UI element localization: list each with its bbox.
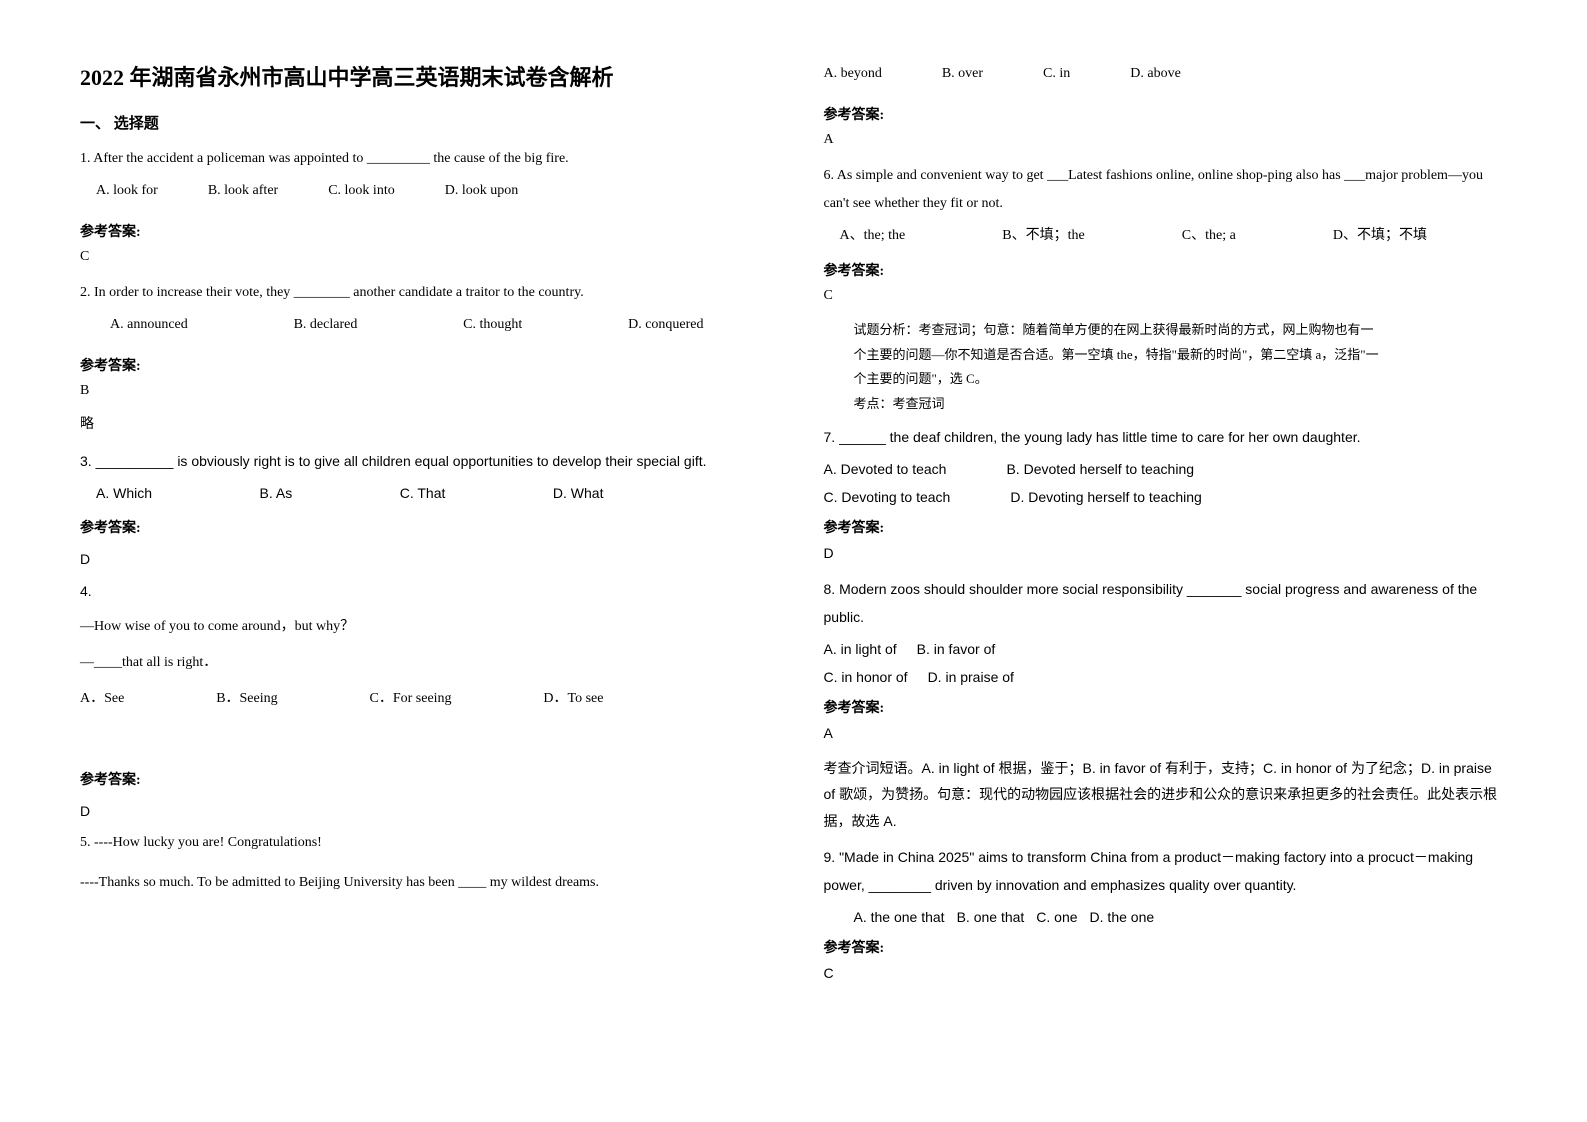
q9-choices: A. the one that B. one that C. one D. th…: [824, 903, 1508, 931]
q5-choice-a: A. beyond: [824, 60, 882, 88]
q4-answer: D: [80, 797, 764, 825]
q7-choices-row2: C. Devoting to teach D. Devoting herself…: [824, 483, 1508, 511]
q6-choice-c: C、the; a: [1182, 222, 1236, 250]
q2-text: 2. In order to increase their vote, they…: [80, 279, 764, 307]
q9-choice-b: B. one that: [957, 903, 1025, 931]
q9-choice-d: D. the one: [1090, 903, 1155, 931]
q8-answer-label: 参考答案:: [824, 697, 1508, 717]
q6-choice-d: D、不填；不填: [1333, 222, 1427, 250]
question-2: 2. In order to increase their vote, they…: [80, 279, 764, 345]
q1-text: 1. After the accident a policeman was ap…: [80, 145, 764, 173]
q8-answer: A: [824, 725, 1508, 741]
q3-answer-label: 参考答案:: [80, 517, 764, 537]
exam-title: 2022 年湖南省永州市高山中学高三英语期末试卷含解析: [80, 60, 764, 92]
q2-answer-label: 参考答案:: [80, 355, 764, 375]
q6-explain3: 个主要的问题"，选 C。: [824, 367, 1508, 392]
q8-choice-a: A. in light of: [824, 635, 897, 663]
q2-choice-d: D. conquered: [628, 311, 703, 339]
q9-choice-c: C. one: [1036, 903, 1077, 931]
q5-choices-row: A. beyond B. over C. in D. above: [824, 60, 1508, 94]
q5-answer-label: 参考答案:: [824, 104, 1508, 124]
q3-text: 3. __________ is obviously right is to g…: [80, 447, 764, 475]
q2-choice-a: A. announced: [110, 311, 188, 339]
q6-explain4: 考点：考查冠词: [824, 392, 1508, 417]
q4-choice-b: B．Seeing: [216, 685, 277, 713]
q2-choice-c: C. thought: [463, 311, 522, 339]
q6-answer-label: 参考答案:: [824, 260, 1508, 280]
q2-omit: 略: [80, 413, 764, 433]
q1-choice-a: A. look for: [96, 177, 158, 205]
question-9: 9. "Made in China 2025" aims to transfor…: [824, 843, 1508, 931]
q4-answer-label: 参考答案:: [80, 769, 764, 789]
q8-choices-row1: A. in light of B. in favor of: [824, 635, 1508, 663]
q8-explain: 考查介词短语。A. in light of 根据，鉴于；B. in favor …: [824, 755, 1508, 835]
q6-choice-b: B、不填；the: [1002, 222, 1084, 250]
q6-explain1: 试题分析：考查冠词；句意：随着简单方便的在网上获得最新时尚的方式，网上购物也有一: [824, 318, 1508, 343]
q2-choice-b: B. declared: [294, 311, 358, 339]
q9-answer: C: [824, 965, 1508, 981]
q4-line2: —____that all is right．: [80, 649, 764, 677]
q5-choice-c: C. in: [1043, 60, 1070, 88]
q7-choice-d: D. Devoting herself to teaching: [1010, 483, 1201, 511]
q8-choice-d: D. in praise of: [928, 663, 1014, 691]
q2-choices: A. announced B. declared C. thought D. c…: [80, 311, 764, 339]
q7-choice-b: B. Devoted herself to teaching: [1006, 455, 1194, 483]
q1-answer: C: [80, 249, 764, 265]
q4-choices: A．See B．Seeing C．For seeing D．To see: [80, 685, 764, 713]
q7-text: 7. ______ the deaf children, the young l…: [824, 423, 1508, 451]
q5-answer: A: [824, 132, 1508, 148]
q1-choice-b: B. look after: [208, 177, 278, 205]
q1-choice-d: D. look upon: [445, 177, 519, 205]
question-3: 3. __________ is obviously right is to g…: [80, 447, 764, 513]
q7-choice-a: A. Devoted to teach: [824, 455, 947, 483]
question-1: 1. After the accident a policeman was ap…: [80, 145, 764, 211]
question-4: 4. —How wise of you to come around，but w…: [80, 577, 764, 719]
q4-line1: —How wise of you to come around，but why？: [80, 613, 764, 641]
q7-choice-c: C. Devoting to teach: [824, 483, 951, 511]
q9-answer-label: 参考答案:: [824, 937, 1508, 957]
section-header: 一、 选择题: [80, 112, 764, 133]
q6-choice-a: A、the; the: [840, 222, 906, 250]
q7-answer-label: 参考答案:: [824, 517, 1508, 537]
q6-answer: C: [824, 288, 1508, 304]
q4-choice-d: D．To see: [543, 685, 603, 713]
q1-answer-label: 参考答案:: [80, 221, 764, 241]
q2-answer: B: [80, 383, 764, 399]
question-6: 6. As simple and convenient way to get _…: [824, 162, 1508, 256]
q3-answer: D: [80, 545, 764, 573]
q3-choice-d: D. What: [553, 479, 604, 507]
q7-choices-row1: A. Devoted to teach B. Devoted herself t…: [824, 455, 1508, 483]
left-column: 2022 年湖南省永州市高山中学高三英语期末试卷含解析 一、 选择题 1. Af…: [80, 60, 764, 1062]
q9-text: 9. "Made in China 2025" aims to transfor…: [824, 843, 1508, 899]
q3-choice-a: A. Which: [96, 479, 152, 507]
q4-choice-c: C．For seeing: [370, 685, 452, 713]
q6-choices: A、the; the B、不填；the C、the; a D、不填；不填: [824, 222, 1508, 250]
q8-text: 8. Modern zoos should shoulder more soci…: [824, 575, 1508, 631]
q4-num: 4.: [80, 577, 764, 605]
question-5: 5. ----How lucky you are! Congratulation…: [80, 829, 764, 897]
q5-choice-d: D. above: [1130, 60, 1181, 88]
question-8: 8. Modern zoos should shoulder more soci…: [824, 575, 1508, 691]
q8-choice-b: B. in favor of: [917, 635, 996, 663]
q6-text: 6. As simple and convenient way to get _…: [824, 162, 1508, 218]
q4-choice-a: A．See: [80, 685, 124, 713]
q8-choices-row2: C. in honor of D. in praise of: [824, 663, 1508, 691]
q7-answer: D: [824, 545, 1508, 561]
q5-text: 5. ----How lucky you are! Congratulation…: [80, 829, 764, 857]
q3-choices: A. Which B. As C. That D. What: [80, 479, 764, 507]
q5-choice-b: B. over: [942, 60, 983, 88]
q8-choice-c: C. in honor of: [824, 663, 908, 691]
q6-explain2: 个主要的问题—你不知道是否合适。第一空填 the，特指"最新的时尚"，第二空填 …: [824, 343, 1508, 368]
right-column: A. beyond B. over C. in D. above 参考答案: A…: [824, 60, 1508, 1062]
q1-choices: A. look for B. look after C. look into D…: [80, 177, 764, 205]
q1-choice-c: C. look into: [328, 177, 395, 205]
q3-choice-c: C. That: [400, 479, 446, 507]
q5-line2: ----Thanks so much. To be admitted to Be…: [80, 869, 764, 897]
q3-choice-b: B. As: [260, 479, 293, 507]
q5-choices: A. beyond B. over C. in D. above: [824, 60, 1508, 88]
q9-choice-a: A. the one that: [854, 903, 945, 931]
question-7: 7. ______ the deaf children, the young l…: [824, 423, 1508, 511]
